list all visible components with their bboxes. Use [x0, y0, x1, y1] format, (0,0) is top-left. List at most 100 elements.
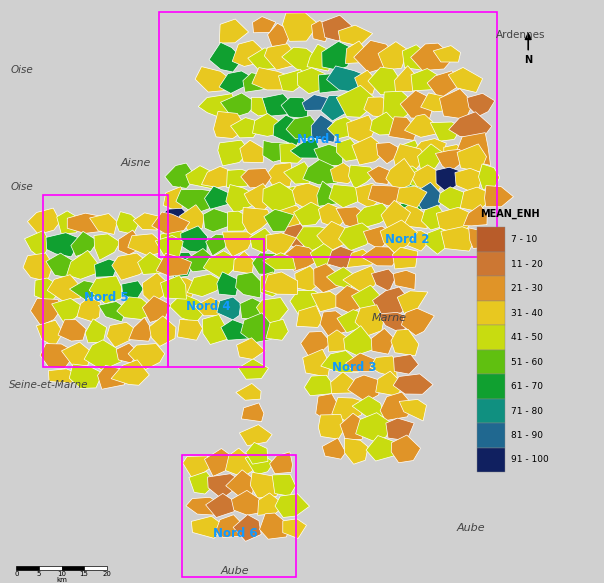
Polygon shape [262, 94, 291, 117]
Bar [39, 566, 62, 570]
Polygon shape [202, 314, 228, 345]
Polygon shape [205, 186, 233, 209]
Text: 11 - 20: 11 - 20 [511, 259, 542, 269]
Polygon shape [327, 247, 357, 269]
Polygon shape [269, 452, 292, 474]
Polygon shape [273, 115, 307, 146]
Polygon shape [276, 205, 303, 229]
Text: Seine-et-Marne: Seine-et-Marne [8, 380, 88, 390]
Polygon shape [435, 149, 463, 173]
Text: 71 - 80: 71 - 80 [511, 406, 543, 416]
Polygon shape [161, 229, 193, 251]
Polygon shape [316, 222, 350, 251]
Text: 20: 20 [102, 571, 111, 577]
Polygon shape [467, 93, 495, 117]
Text: Marne: Marne [372, 312, 407, 323]
Polygon shape [260, 272, 287, 297]
Polygon shape [181, 226, 207, 253]
Polygon shape [217, 297, 241, 320]
Polygon shape [348, 375, 381, 402]
Polygon shape [368, 67, 402, 95]
Text: N: N [524, 55, 532, 65]
Polygon shape [209, 43, 243, 72]
Bar [477, 227, 505, 252]
Polygon shape [138, 252, 166, 275]
Polygon shape [281, 47, 320, 73]
Polygon shape [327, 330, 349, 352]
Polygon shape [226, 185, 257, 213]
Polygon shape [320, 311, 349, 337]
Polygon shape [406, 231, 433, 251]
Polygon shape [272, 475, 296, 496]
Polygon shape [266, 319, 288, 340]
Polygon shape [89, 213, 117, 234]
Polygon shape [370, 356, 397, 378]
Text: 5: 5 [37, 571, 41, 577]
Bar [477, 325, 505, 350]
Polygon shape [411, 139, 446, 166]
Bar [477, 252, 505, 276]
Bar [84, 566, 107, 570]
Text: Nord 6: Nord 6 [213, 527, 257, 540]
Polygon shape [394, 354, 419, 374]
Polygon shape [266, 233, 297, 257]
Bar [477, 301, 505, 325]
Polygon shape [345, 41, 368, 64]
Polygon shape [155, 208, 194, 233]
Polygon shape [381, 201, 411, 227]
Polygon shape [330, 372, 359, 394]
Polygon shape [337, 310, 369, 333]
Polygon shape [248, 48, 280, 70]
Bar [477, 350, 505, 374]
Polygon shape [217, 272, 239, 296]
Polygon shape [412, 182, 443, 209]
Polygon shape [275, 494, 309, 518]
Polygon shape [394, 144, 426, 173]
Polygon shape [312, 20, 331, 42]
Polygon shape [276, 186, 300, 209]
Polygon shape [208, 474, 245, 499]
Polygon shape [455, 168, 483, 194]
Polygon shape [327, 66, 369, 93]
Text: Oise: Oise [11, 181, 34, 192]
Polygon shape [383, 91, 418, 120]
Text: Aube: Aube [457, 522, 486, 533]
Polygon shape [260, 513, 291, 539]
Polygon shape [336, 207, 367, 229]
Polygon shape [156, 253, 191, 276]
Polygon shape [245, 453, 274, 475]
Polygon shape [364, 226, 394, 250]
Polygon shape [297, 68, 326, 94]
Bar [62, 566, 84, 570]
Polygon shape [321, 95, 350, 121]
Polygon shape [152, 212, 190, 234]
Polygon shape [233, 40, 265, 66]
Polygon shape [58, 319, 86, 341]
Polygon shape [411, 43, 454, 71]
Polygon shape [311, 115, 338, 142]
Polygon shape [128, 343, 165, 370]
Polygon shape [239, 424, 272, 446]
Polygon shape [436, 167, 464, 192]
Polygon shape [441, 227, 478, 251]
Polygon shape [225, 448, 255, 477]
Polygon shape [393, 247, 418, 269]
Polygon shape [402, 308, 434, 336]
Bar [42, 195, 168, 367]
Polygon shape [327, 117, 358, 139]
Polygon shape [48, 369, 83, 383]
Polygon shape [394, 66, 417, 92]
Text: 7 - 10: 7 - 10 [511, 235, 537, 244]
Polygon shape [149, 316, 176, 346]
Polygon shape [219, 71, 255, 93]
Polygon shape [439, 187, 469, 212]
Text: 91 - 100: 91 - 100 [511, 455, 548, 465]
Polygon shape [236, 272, 263, 298]
Polygon shape [133, 213, 161, 230]
Polygon shape [107, 322, 139, 347]
Text: 61 - 70: 61 - 70 [511, 382, 543, 391]
Text: 81 - 90: 81 - 90 [511, 431, 543, 440]
Polygon shape [195, 66, 231, 92]
Polygon shape [187, 274, 228, 297]
Polygon shape [242, 208, 272, 236]
